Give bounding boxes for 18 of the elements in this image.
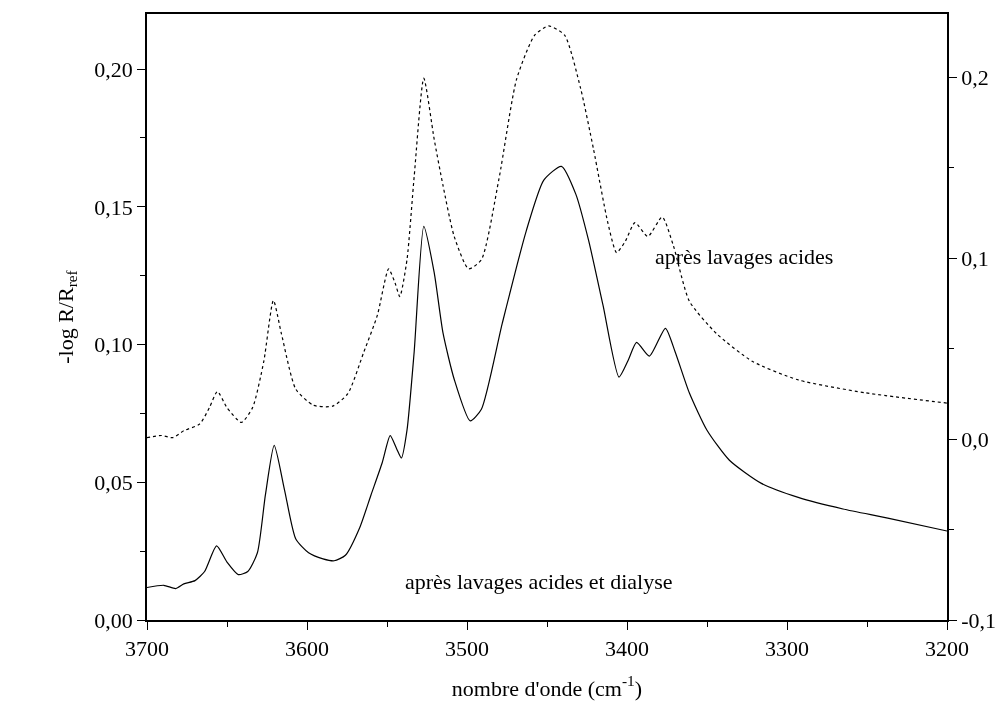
y-tick-label: 0,05 [94,469,133,495]
x-tick-label: 3200 [925,636,969,662]
y-tick-label: 0,00 [94,607,133,633]
y2-tick-label: 0,2 [961,65,989,91]
x-tick-label: 3400 [605,636,649,662]
series-label: après lavages acides [655,244,834,269]
x-tick-label: 3600 [285,636,329,662]
x-tick-label: 3500 [445,636,489,662]
y2-tick-label: 0,0 [961,426,989,452]
y-tick-label: 0,10 [94,332,133,358]
y2-tick-label: 0,1 [961,245,989,271]
y2-tick-label: -0,1 [961,607,996,633]
x-axis-title: nombre d'onde (cm$^{-1}$) [451,672,643,701]
y-tick-label: 0,15 [94,194,133,220]
x-tick-label: 3300 [765,636,809,662]
y-tick-label: 0,20 [94,56,133,82]
text: après lavages acides et dialyse [405,569,673,594]
x-tick-label: 3700 [125,636,169,662]
